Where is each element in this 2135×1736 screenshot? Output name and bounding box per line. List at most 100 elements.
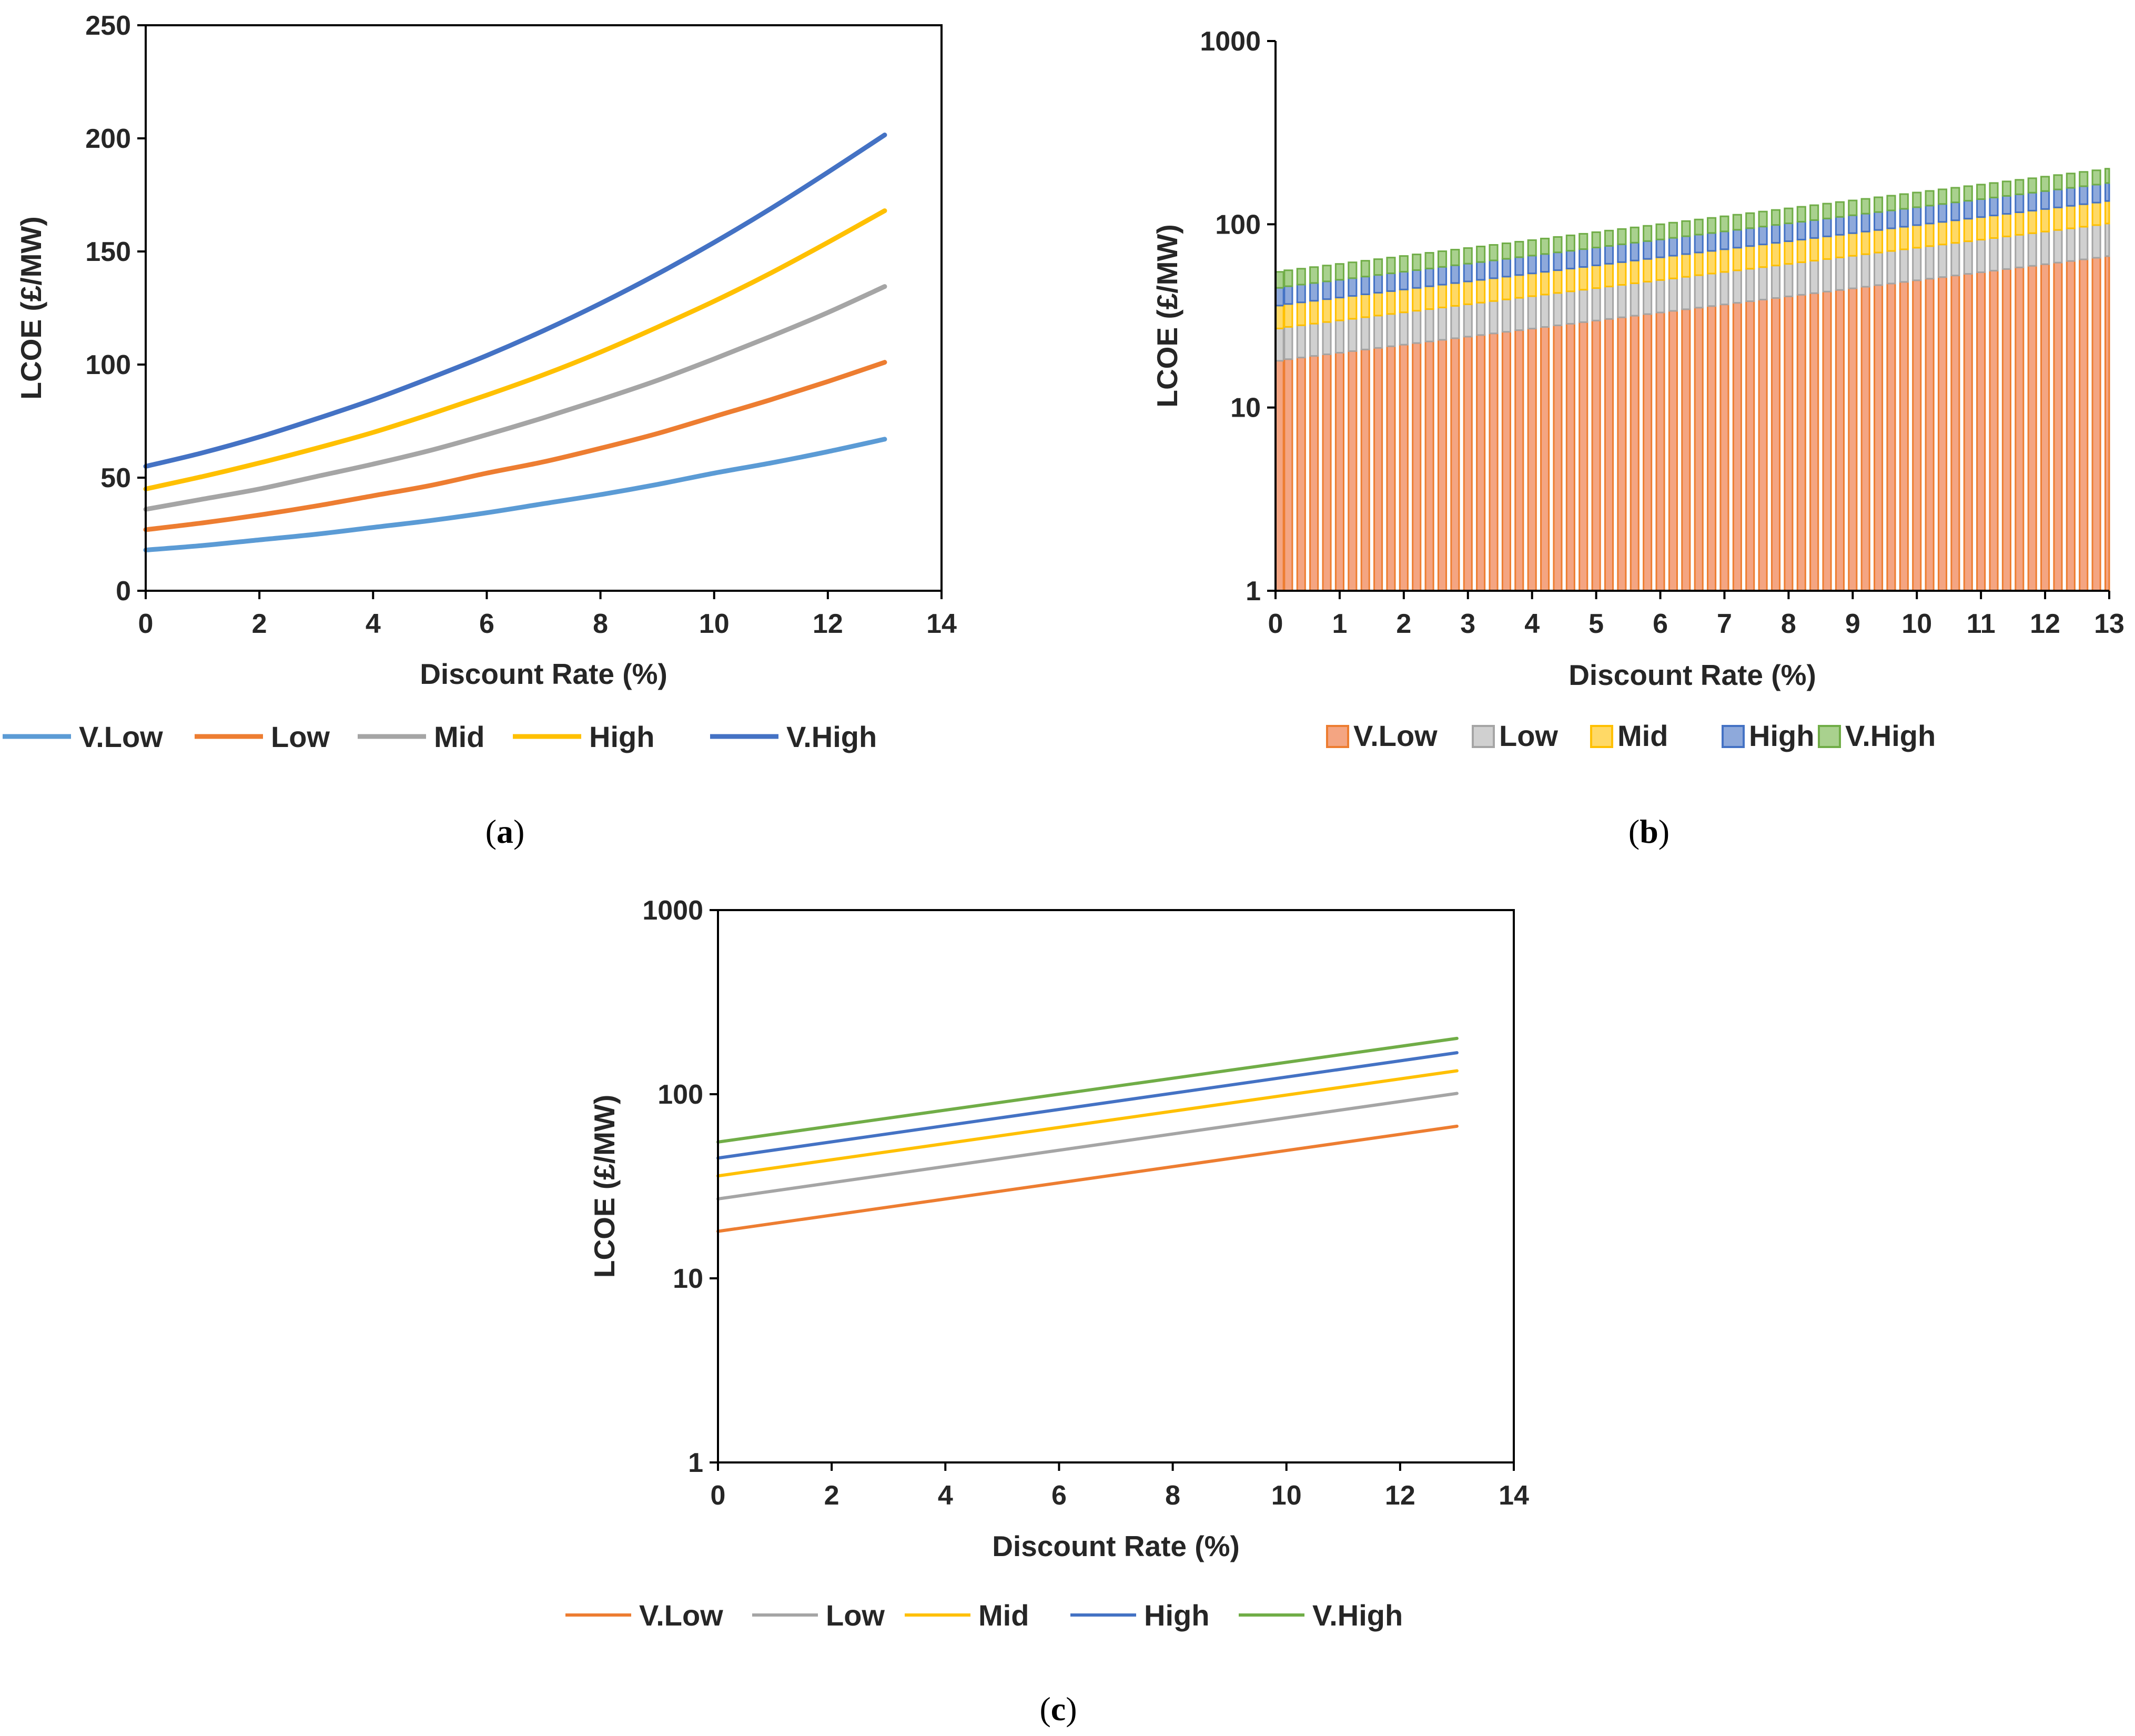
bar-low-segment — [1643, 280, 1653, 315]
bar-mid-segment — [2001, 213, 2011, 237]
x-tick-label: 2 — [252, 609, 267, 639]
bar-mid-segment — [1437, 284, 1448, 308]
bar-v-low-segment — [1899, 281, 1909, 592]
y-tick-label: 100 — [657, 1079, 703, 1110]
bar-v-low-segment — [1386, 345, 1396, 592]
x-tick-label: 6 — [1653, 609, 1668, 639]
bar-low-segment — [2066, 227, 2076, 262]
bar-v-low-segment — [1501, 331, 1511, 592]
bar-mid-segment — [1604, 263, 1614, 288]
bar-high-segment — [1796, 220, 1806, 240]
bar-mid-segment — [1386, 290, 1396, 315]
bar-mid-segment — [2079, 203, 2089, 228]
bar-high-segment — [1360, 276, 1370, 295]
bar-high-segment — [1822, 217, 1832, 237]
legend-label-low: Low — [826, 1599, 885, 1632]
bar-v-high-segment — [1386, 257, 1396, 275]
bar-high-segment — [1322, 280, 1332, 300]
bar-low-segment — [1501, 298, 1511, 333]
bar-mid-segment — [1360, 293, 1370, 318]
bar-v-high-segment — [2079, 171, 2089, 187]
legend-label-high: High — [1144, 1599, 1209, 1632]
legend-swatch-low — [1472, 725, 1495, 748]
bar-v-high-segment — [1707, 217, 1717, 234]
bar-high-segment — [1950, 201, 1960, 221]
bar-low-segment — [1565, 290, 1575, 325]
bar-high-segment — [1373, 274, 1383, 294]
y-axis-label: LCOE (£/MW) — [588, 1095, 621, 1278]
bar-v-high-segment — [1630, 226, 1640, 244]
bar-v-high-segment — [1514, 240, 1524, 258]
bar-v-high-segment — [2040, 176, 2050, 192]
bar-low-segment — [1553, 292, 1563, 326]
bar-v-high-segment — [1886, 195, 1896, 211]
legend-label-mid: Mid — [978, 1599, 1029, 1632]
bar-v-low-segment — [2079, 258, 2089, 592]
x-tick-label: 5 — [1588, 609, 1604, 639]
bar-low-segment — [1373, 315, 1383, 349]
bar-v-high-segment — [1591, 231, 1601, 248]
bar-low-segment — [2091, 224, 2101, 259]
series-line-v-high — [716, 1036, 1459, 1144]
bar-v-low-segment — [2066, 260, 2076, 592]
bar-high-segment — [1348, 277, 1358, 297]
bar-high-segment — [1809, 219, 1819, 239]
bar-mid-segment — [1989, 215, 1999, 239]
bar-high-segment — [1514, 256, 1524, 276]
bar-high-segment — [2104, 182, 2110, 202]
bar-mid-segment — [1553, 269, 1563, 294]
x-tick-label: 14 — [1499, 1480, 1529, 1511]
legend-label-v-low: V.Low — [639, 1599, 723, 1632]
bar-mid-segment — [1809, 237, 1819, 261]
series-line-mid — [716, 1069, 1459, 1178]
chart-a-svg: 0 50 100 150 200 250 0 2 4 6 8 10 12 14 Discount Rate … — [3, 11, 957, 850]
bar-high-segment — [1501, 258, 1511, 278]
bar-high-segment — [1989, 196, 1999, 217]
bar-mid-segment — [1937, 221, 1948, 246]
bar-v-high-segment — [1643, 225, 1653, 242]
bar-low-segment — [1668, 277, 1678, 312]
bar-v-high-segment — [1501, 242, 1511, 260]
bar-low-segment — [1758, 266, 1768, 301]
bar-v-high-segment — [1745, 212, 1755, 229]
bar-high-segment — [2066, 187, 2076, 207]
bar-low-segment — [1937, 244, 1948, 278]
bar-mid-segment — [2015, 211, 2025, 236]
bar-v-low-segment — [1835, 289, 1845, 592]
bar-low-segment — [1283, 326, 1293, 360]
bar-v-low-segment — [1886, 282, 1896, 592]
bar-low-segment — [1527, 295, 1537, 330]
bar-low-segment — [1591, 287, 1601, 321]
bar-high-segment — [1719, 230, 1729, 250]
bar-v-low-segment — [1643, 313, 1653, 592]
bar-v-low-segment — [1489, 332, 1499, 592]
bar-v-high-segment — [1424, 252, 1434, 269]
bar-mid-segment — [2091, 201, 2101, 226]
bar-v-low-segment — [1719, 304, 1729, 592]
bar-v-low-segment — [1604, 318, 1614, 592]
x-tick-label: 6 — [1051, 1480, 1067, 1511]
x-tick-label: 4 — [938, 1480, 953, 1511]
x-axis-label: Discount Rate (%) — [992, 1530, 1240, 1562]
bar-v-high-segment — [2053, 174, 2063, 190]
bar-v-low-segment — [1822, 290, 1832, 592]
bar-v-low-segment — [1681, 308, 1691, 592]
bar-high-segment — [1707, 232, 1717, 252]
bar-mid-segment — [1719, 248, 1729, 273]
x-tick-label: 14 — [926, 609, 957, 639]
bar-v-high-segment — [1899, 193, 1909, 210]
bar-v-low-segment — [1976, 271, 1986, 592]
bar-low-segment — [2015, 234, 2025, 268]
figure-b: 1 10 100 1000 0 1 2 3 4 5 6 7 8 9 10 11 12 13 Discount Rat… — [1052, 0, 2135, 863]
bar-high-segment — [1937, 203, 1948, 223]
bar-high-segment — [1643, 240, 1653, 260]
bar-v-high-segment — [1399, 255, 1409, 272]
bar-mid-segment — [1630, 259, 1640, 284]
bar-v-high-segment — [1565, 234, 1575, 252]
legend-swatch-v-high — [1818, 725, 1841, 748]
bar-mid-segment — [1707, 250, 1717, 275]
bar-v-high-segment — [1283, 269, 1293, 287]
bar-high-segment — [1963, 200, 1973, 220]
bar-v-high-segment — [2091, 169, 2101, 186]
x-axis-label: Discount Rate (%) — [420, 658, 667, 690]
